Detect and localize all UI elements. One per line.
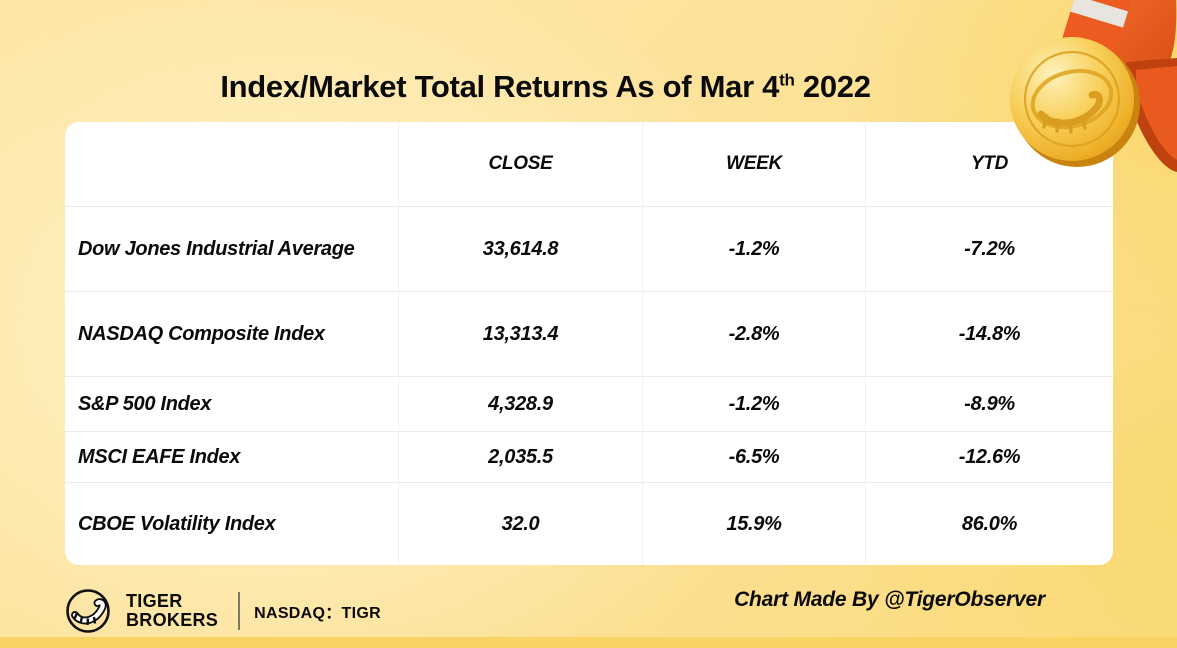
cell-sp500-ytd: -8.9% (866, 377, 1113, 432)
brand-divider (238, 592, 241, 630)
cell-msci-week: -6.5% (643, 432, 866, 483)
cell-cboe-week: 15.9% (643, 483, 866, 565)
returns-table-card: CLOSE WEEK YTD Dow Jones Industrial Aver… (65, 122, 1113, 565)
credit-text: Chart Made By @TigerObserver (734, 588, 1045, 611)
cell-cboe-close: 32.0 (399, 483, 643, 565)
row-label-nasdaq: NASDAQ Composite Index (65, 292, 399, 377)
header-cell-close: CLOSE (399, 122, 643, 207)
cell-msci-ytd: -12.6% (866, 432, 1113, 483)
cell-nasdaq-close: 13,313.4 (399, 292, 643, 377)
cell-dow-week: -1.2% (643, 207, 866, 292)
cell-cboe-ytd: 86.0% (961, 512, 1018, 535)
cell-nasdaq-ytd: -14.8% (866, 292, 1113, 377)
page-title: Index/Market Total Returns As of Mar 4th… (0, 69, 1091, 105)
medal-icon (1010, 0, 1177, 172)
row-label-cboe-vix: CBOE Volatility Index (65, 483, 399, 565)
brand-name-line1: TIGER (126, 590, 183, 611)
cell-sp500-week: -1.2% (643, 377, 866, 432)
brand-name-line2: BROKERS (126, 610, 219, 630)
cell-msci-close: 2,035.5 (399, 432, 643, 483)
page-title-text: Index/Market Total Returns As of Mar 4 (220, 68, 780, 104)
row-label-msci-eafe: MSCI EAFE Index (65, 432, 399, 483)
cell-sp500-close: 4,328.9 (399, 377, 643, 432)
header-cell-index (65, 122, 399, 207)
returns-table: CLOSE WEEK YTD Dow Jones Industrial Aver… (65, 122, 1113, 565)
bottom-accent-strip (0, 637, 1177, 648)
header-cell-ytd: YTD (866, 122, 1113, 207)
cell-dow-close: 33,614.8 (399, 207, 643, 292)
row-label-dow-jones: Dow Jones Industrial Average (65, 207, 399, 292)
header-cell-week: WEEK (643, 122, 866, 207)
tiger-brokers-logo-icon (66, 589, 110, 633)
cell-dow-ytd: -7.2% (866, 207, 1113, 292)
page-title-year: 2022 (794, 68, 871, 104)
page-title-superscript: th (779, 70, 795, 90)
ticker-label: NASDAQ：TIGR (254, 605, 381, 622)
row-label-sp500: S&P 500 Index (65, 377, 399, 432)
cell-nasdaq-week: -2.8% (643, 292, 866, 377)
brand-block: TIGER BROKERS NASDAQ：TIGR (64, 587, 381, 635)
brand-name: TIGER BROKERS (126, 590, 219, 631)
